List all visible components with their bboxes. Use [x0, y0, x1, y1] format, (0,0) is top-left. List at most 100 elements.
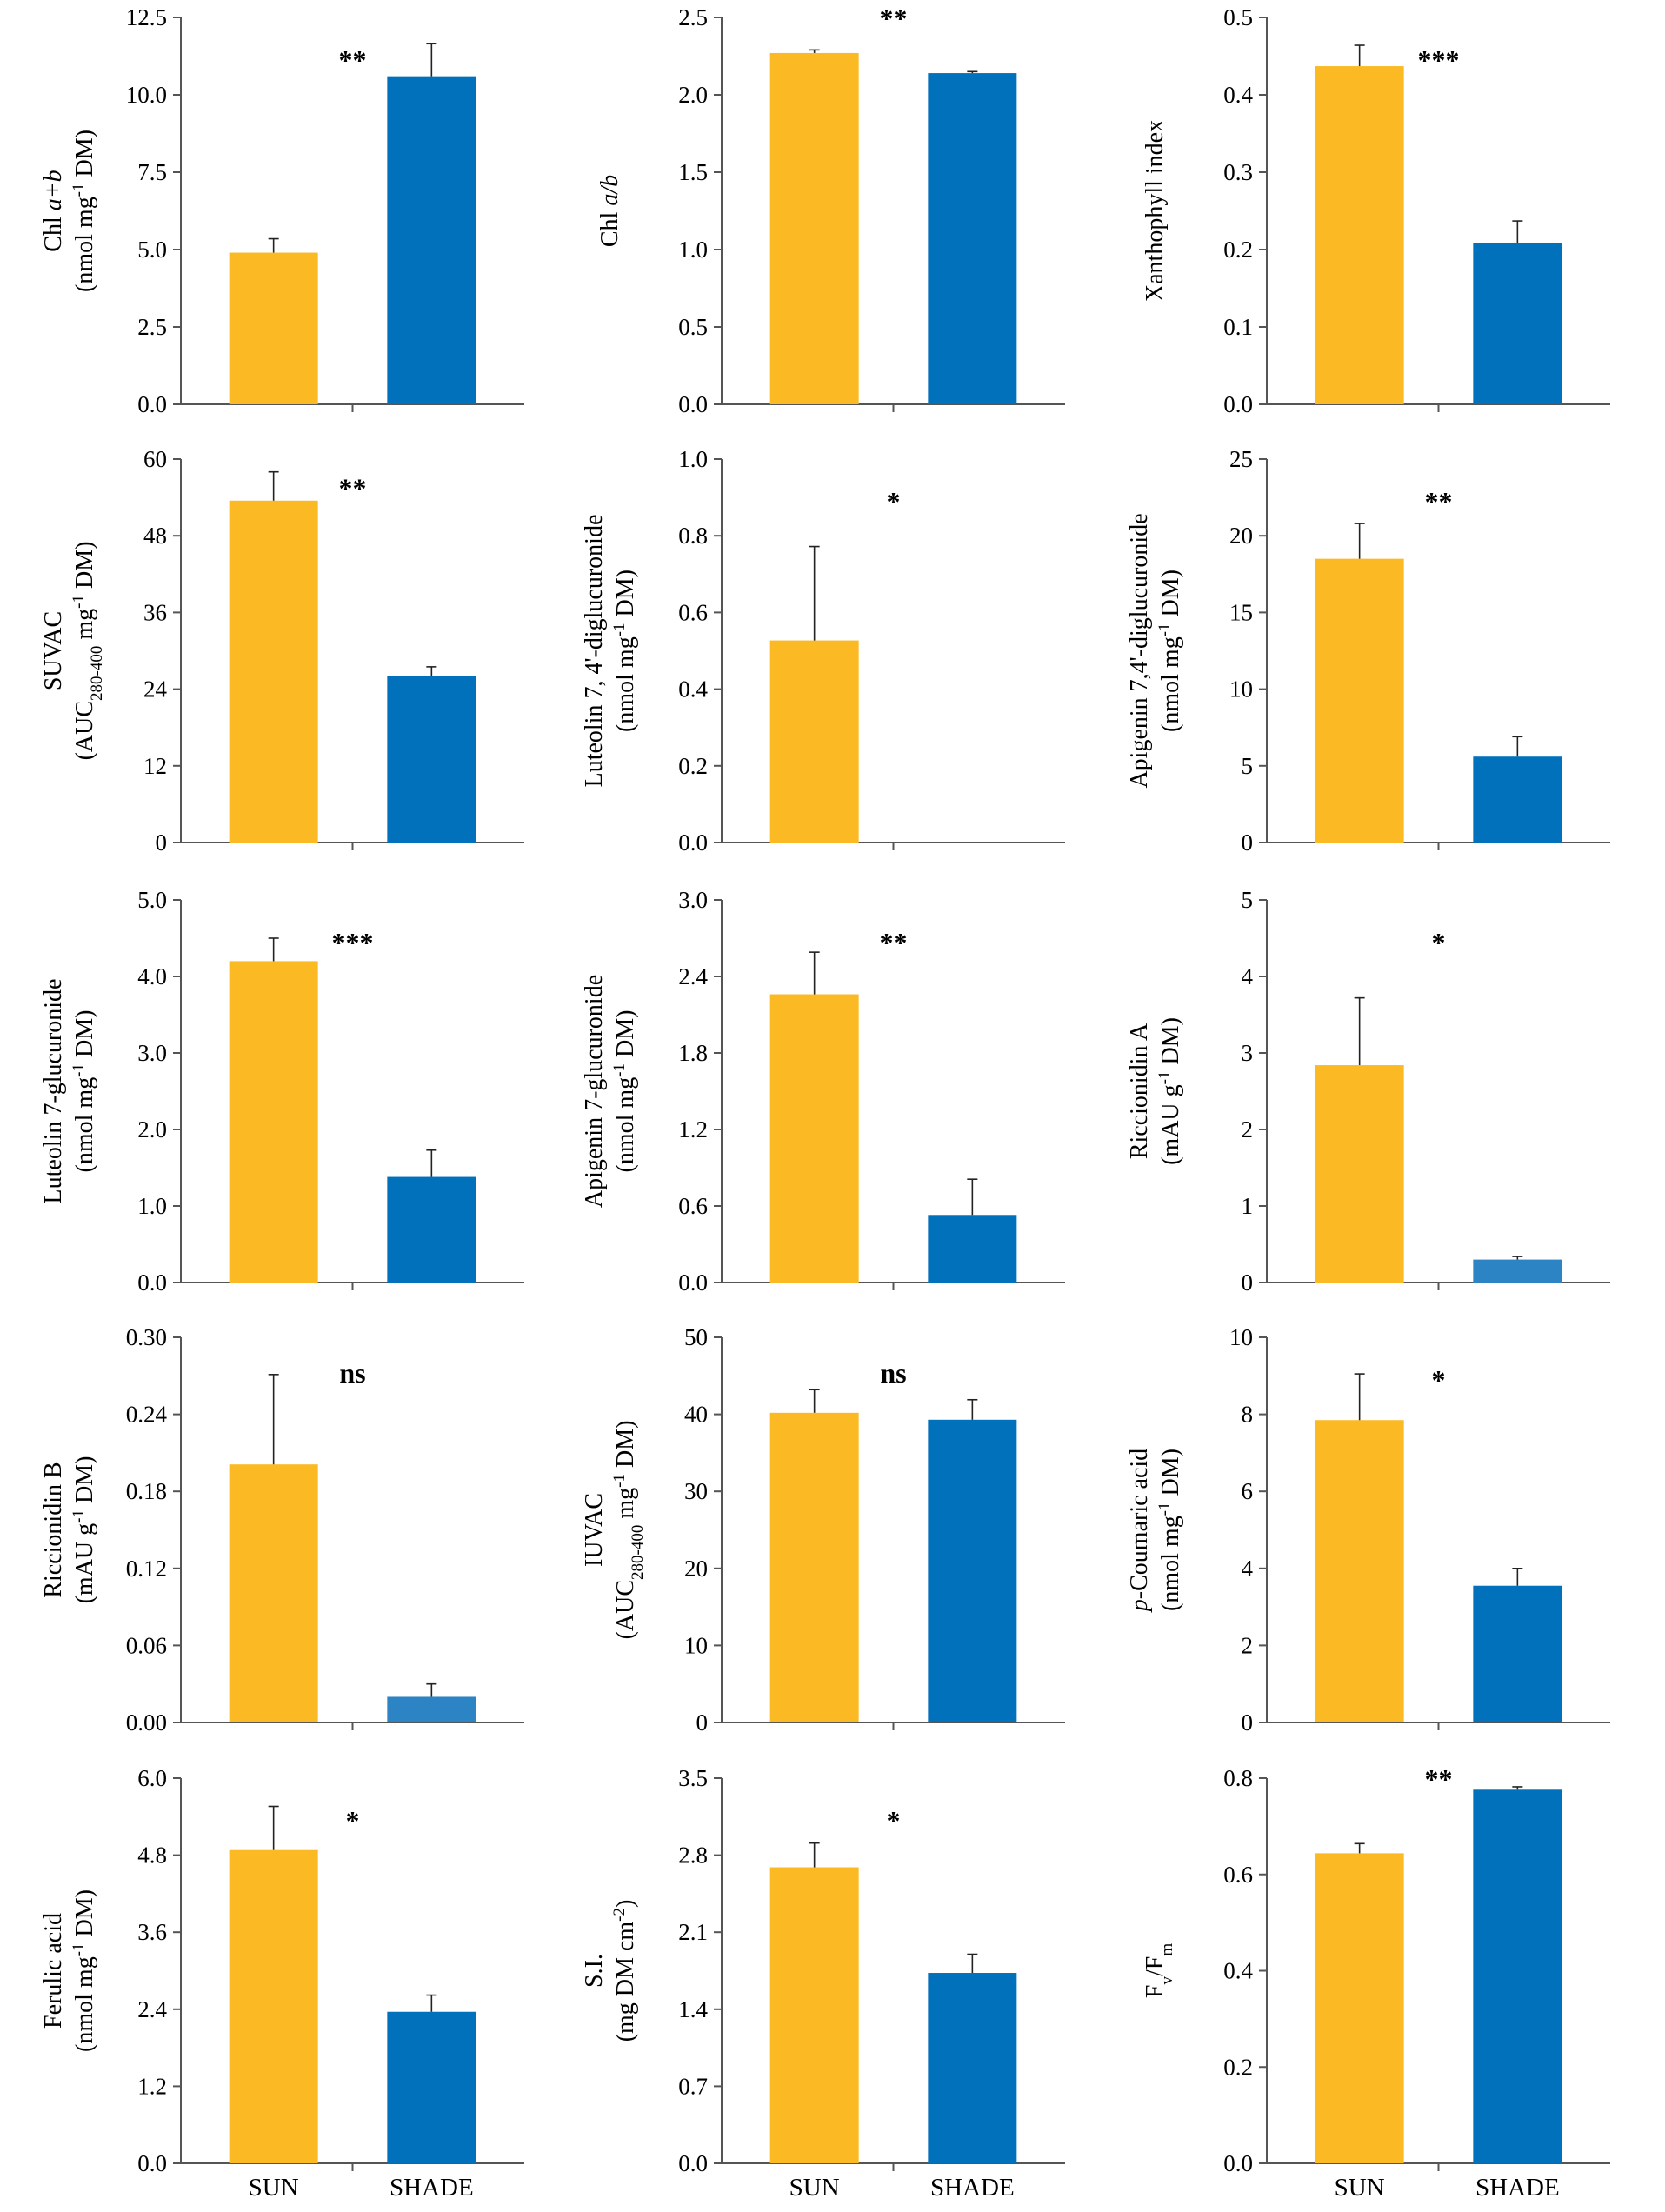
y-tick-label: 2.8 — [678, 1842, 708, 1869]
bar-shade — [928, 1215, 1017, 1283]
y-tick-label: 0.0 — [678, 1269, 708, 1296]
significance-label: ** — [880, 927, 908, 958]
y-axis-label-part: -1 — [70, 1942, 88, 1956]
y-axis-label-part: (AUC — [612, 1580, 639, 1639]
chart-panel-1: 0.0 2.5 5.0 7.5 10.0 12.5 ** Chl a+b(nmol mg-1 … — [40, 4, 524, 417]
y-tick-label: 0.06 — [126, 1632, 167, 1658]
bar-sun — [769, 994, 859, 1283]
y-tick-label: 7.5 — [137, 159, 167, 185]
y-tick-label: 2 — [1242, 1116, 1254, 1143]
y-axis-label-part: /F — [1142, 1956, 1169, 1976]
y-axis-label-part: mg — [612, 1488, 639, 1525]
y-axis-label-part: SUVAC — [40, 611, 67, 690]
y-axis-label-part: -2 — [610, 1908, 629, 1922]
bar-shade — [387, 1696, 476, 1722]
y-tick-label: 0.18 — [126, 1478, 167, 1504]
significance-label: ** — [880, 3, 908, 34]
significance-label: *** — [1418, 44, 1460, 76]
y-axis-label-part: (nmol mg — [1157, 636, 1184, 732]
y-axis-label-part: Xanthophyll index — [1142, 120, 1169, 302]
chart-panel-14: 0.0 0.7 1.4 2.1 2.8 3.5 * S.I. (mg DM cm-2) SUN SH… — [581, 1765, 1065, 2202]
y-tick-label: 24 — [143, 676, 168, 703]
significance-label: ** — [1425, 1763, 1453, 1795]
y-axis-label-part: ) — [612, 1900, 639, 1908]
y-tick-label: 0.12 — [126, 1556, 167, 1582]
y-axis-label-part: -1 — [1156, 1502, 1174, 1516]
y-tick-label: 0 — [1242, 830, 1254, 856]
y-tick-label: 8 — [1242, 1402, 1254, 1428]
y-axis-label-part: F — [1142, 1985, 1169, 1999]
y-tick-label: 50 — [684, 1324, 708, 1350]
y-tick-label: 0.0 — [137, 2150, 167, 2176]
y-tick-label: 4 — [1242, 963, 1254, 989]
y-axis-label-line: (mg DM cm-2) — [610, 1900, 640, 2042]
y-axis-label-part: Riccionidin B — [40, 1462, 67, 1597]
bar-shade — [1473, 756, 1562, 843]
y-axis-label-part: -1 — [70, 1063, 88, 1077]
y-tick-label: 0.0 — [1223, 391, 1253, 417]
y-axis-label-part: -1 — [70, 183, 88, 197]
y-tick-label: 0.5 — [678, 314, 708, 340]
y-tick-label: 1.0 — [678, 237, 708, 263]
y-axis-label-part: -1 — [1156, 623, 1174, 636]
y-axis-label-part: (AUC — [71, 701, 98, 760]
y-axis-label-part: v — [1158, 1976, 1176, 1985]
bar-shade — [387, 676, 476, 843]
x-category-label-shade: SHADE — [930, 2174, 1015, 2202]
bar-sun — [769, 1867, 859, 2163]
y-tick-label: 1 — [1242, 1193, 1254, 1219]
bar-shade — [1473, 1585, 1562, 1722]
y-axis-label-part: m — [1158, 1943, 1176, 1956]
y-axis-label-line: (mAU g-1 DM) — [70, 1456, 99, 1604]
bar-sun — [1315, 1853, 1404, 2163]
bar-sun — [229, 1849, 318, 2163]
y-axis-label-part: (mAU g — [1157, 1084, 1184, 1165]
significance-label: ns — [339, 1357, 365, 1389]
y-axis-label-part: (mg DM cm — [612, 1922, 639, 2042]
y-tick-label: 2.0 — [678, 82, 708, 108]
y-tick-label: 0.0 — [137, 1269, 167, 1296]
y-tick-label: 2.4 — [137, 1996, 167, 2022]
y-tick-label: 0 — [1242, 1269, 1254, 1296]
bar-shade — [1473, 1259, 1562, 1283]
y-tick-label: 1.4 — [678, 1996, 708, 2022]
y-axis-label-line: (nmol mg-1 DM) — [610, 570, 640, 732]
bar-shade — [1473, 1789, 1562, 2163]
y-axis-label-part: Apigenin 7-glucuronide — [581, 975, 608, 1208]
y-axis-label-line: Luteolin 7-glucuronide — [40, 979, 67, 1204]
y-axis-label-part: Chl — [596, 206, 623, 247]
y-axis-label-part: IUVAC — [581, 1493, 608, 1567]
y-tick-label: 10 — [1229, 1324, 1253, 1350]
y-tick-label: 3 — [1242, 1040, 1254, 1066]
y-tick-label: 0.0 — [678, 2150, 708, 2176]
y-axis-label-part: (mAU g — [71, 1523, 98, 1604]
y-tick-label: 2.0 — [137, 1116, 167, 1143]
y-tick-label: 15 — [1229, 599, 1253, 625]
y-tick-label: 0 — [1242, 1709, 1254, 1736]
significance-label: * — [346, 1805, 360, 1836]
y-axis-label-part: Ferulic acid — [40, 1913, 67, 2029]
y-axis-label-line: S.I. — [581, 1954, 608, 1988]
y-axis-label-part: Riccionidin A — [1126, 1023, 1153, 1159]
significance-label: * — [1432, 1364, 1446, 1396]
y-axis-label-part: p — [1126, 1599, 1153, 1613]
x-category-label-shade: SHADE — [1475, 2174, 1560, 2202]
y-tick-label: 0.24 — [126, 1402, 168, 1428]
y-tick-label: 0.2 — [678, 753, 708, 779]
bar-sun — [1315, 66, 1404, 404]
y-tick-label: 1.2 — [678, 1116, 708, 1143]
y-tick-label: 1.2 — [137, 2073, 167, 2099]
y-axis-label-line: Ferulic acid — [40, 1913, 67, 2029]
y-tick-label: 6.0 — [137, 1765, 167, 1791]
y-tick-label: 0.6 — [678, 599, 708, 625]
y-axis-label-part: (nmol mg — [71, 197, 98, 292]
y-axis-label-line: SUVAC — [40, 611, 67, 690]
significance-label: * — [1432, 927, 1446, 958]
y-tick-label: 36 — [143, 599, 167, 625]
y-axis-label-part: DM) — [612, 570, 639, 623]
y-tick-label: 0.0 — [1223, 2150, 1253, 2176]
y-tick-label: 25 — [1229, 446, 1253, 472]
y-axis-label-part: 280-400 — [88, 646, 106, 701]
y-axis-label-part: -1 — [610, 1063, 629, 1077]
